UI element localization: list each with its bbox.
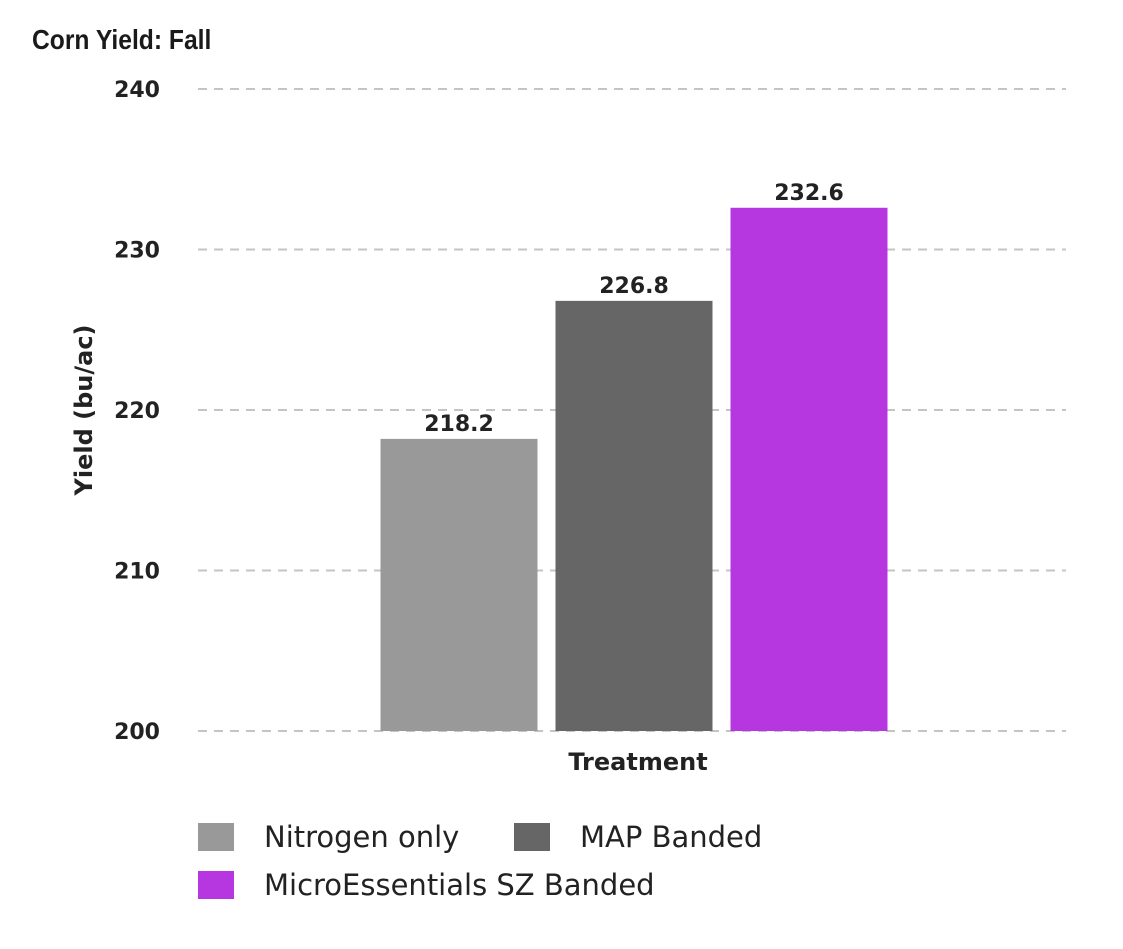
legend-item-nitrogen-only: Nitrogen only	[198, 820, 459, 854]
y-axis-ticks: 200 210 220 230 240	[114, 78, 160, 745]
x-axis-title: Treatment	[568, 748, 707, 776]
y-tick-label-210: 210	[114, 560, 160, 585]
y-tick-label-200: 200	[114, 720, 160, 745]
data-label-microessentials-sz-banded: 232.6	[774, 181, 844, 206]
chart-title: Corn Yield: Fall	[32, 24, 212, 55]
bar-microessentials-sz-banded	[730, 207, 888, 731]
legend-label-nitrogen-only: Nitrogen only	[264, 820, 460, 854]
bar-map-banded	[555, 300, 713, 731]
data-label-nitrogen-only: 218.2	[424, 412, 494, 437]
bar-nitrogen-only	[380, 438, 538, 731]
bar-chart: 200 210 220 230 240 218.2 226.8 232.6 Treatmen…	[70, 78, 1066, 776]
data-label-map-banded: 226.8	[599, 274, 669, 299]
legend-swatch-nitrogen-only	[198, 823, 234, 851]
legend-swatch-map-banded	[514, 823, 550, 851]
y-tick-label-220: 220	[114, 399, 160, 424]
legend-label-map-banded: MAP Banded	[580, 820, 763, 854]
y-tick-label-230: 230	[114, 239, 160, 264]
legend-item-map-banded: MAP Banded	[514, 820, 762, 854]
legend-swatch-microessentials-sz-banded	[198, 871, 234, 899]
legend-item-microessentials-sz-banded: MicroEssentials SZ Banded	[198, 868, 655, 902]
data-labels: 218.2 226.8 232.6	[424, 181, 844, 437]
bars	[380, 207, 888, 731]
y-tick-label-240: 240	[114, 78, 160, 103]
y-axis-title: Yield (bu/ac)	[70, 324, 98, 496]
legend-label-microessentials-sz-banded: MicroEssentials SZ Banded	[264, 868, 655, 902]
